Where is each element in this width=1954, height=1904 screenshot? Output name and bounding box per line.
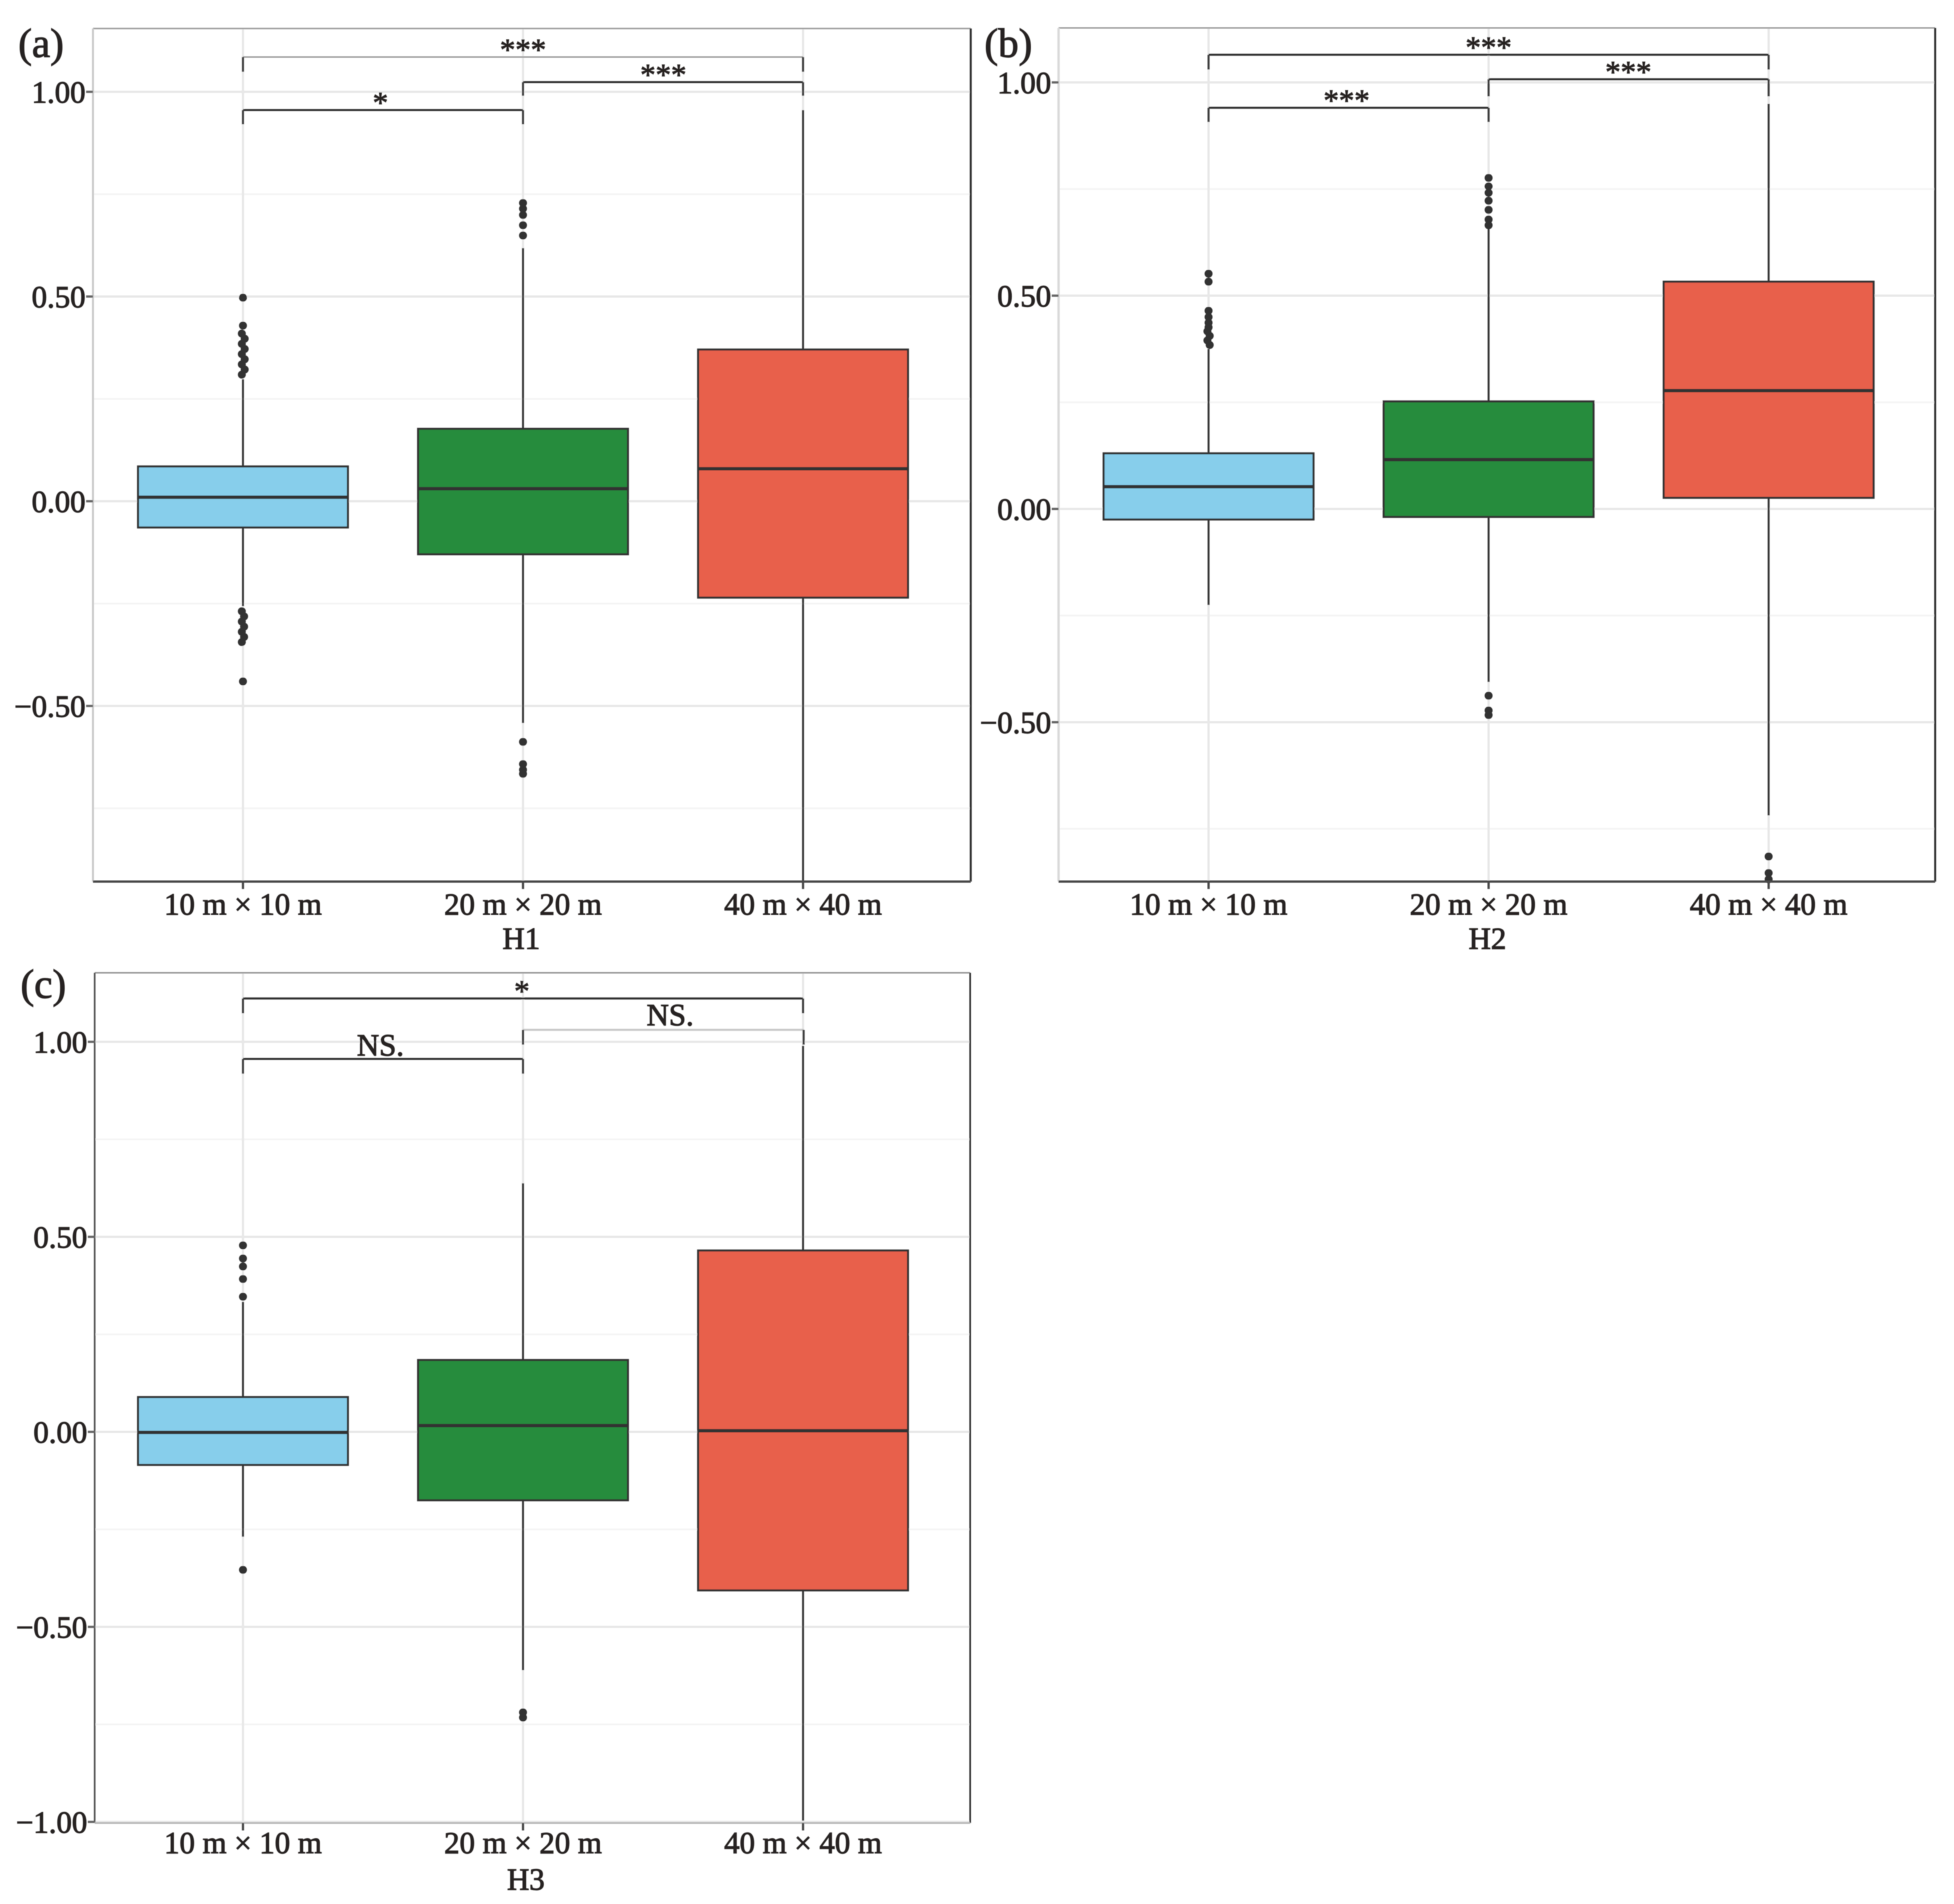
svg-text:40 m × 40 m: 40 m × 40 m [724, 887, 882, 921]
svg-text:(a): (a) [18, 21, 64, 66]
svg-text:40 m × 40 m: 40 m × 40 m [724, 1826, 882, 1860]
svg-text:***: *** [500, 33, 546, 67]
svg-text:0.50: 0.50 [32, 280, 86, 314]
svg-text:0.50: 0.50 [998, 279, 1052, 314]
svg-text:NS.: NS. [647, 998, 694, 1032]
svg-text:10 m × 10 m: 10 m × 10 m [164, 1826, 322, 1860]
svg-text:1.00: 1.00 [32, 75, 86, 109]
svg-text:40 m × 40 m: 40 m × 40 m [1690, 887, 1847, 921]
svg-text:−1.00: −1.00 [16, 1805, 87, 1840]
svg-text:−0.50: −0.50 [14, 689, 86, 724]
svg-text:*: * [373, 86, 388, 120]
svg-text:H3: H3 [507, 1862, 545, 1897]
svg-text:0.00: 0.00 [34, 1415, 88, 1450]
svg-text:(b): (b) [984, 21, 1032, 66]
svg-text:***: *** [1324, 83, 1370, 117]
svg-text:10 m × 10 m: 10 m × 10 m [164, 887, 322, 921]
svg-text:H2: H2 [1469, 921, 1506, 956]
svg-text:NS.: NS. [357, 1028, 404, 1062]
svg-text:20 m × 20 m: 20 m × 20 m [1410, 887, 1567, 921]
svg-text:10 m × 10 m: 10 m × 10 m [1130, 887, 1287, 921]
svg-text:20 m × 20 m: 20 m × 20 m [444, 1826, 602, 1860]
svg-text:***: *** [1606, 55, 1652, 89]
svg-text:***: *** [640, 58, 687, 92]
svg-text:***: *** [1466, 30, 1512, 64]
svg-text:H1: H1 [502, 921, 540, 956]
svg-text:0.50: 0.50 [34, 1220, 88, 1255]
svg-text:*: * [514, 974, 530, 1008]
svg-text:1.00: 1.00 [34, 1025, 88, 1059]
svg-text:−0.50: −0.50 [16, 1610, 87, 1645]
svg-text:(c): (c) [21, 961, 66, 1007]
svg-text:1.00: 1.00 [998, 66, 1052, 100]
svg-text:−0.50: −0.50 [980, 706, 1051, 740]
svg-text:20 m × 20 m: 20 m × 20 m [444, 887, 602, 921]
svg-text:0.00: 0.00 [998, 493, 1052, 527]
svg-text:0.00: 0.00 [32, 485, 86, 519]
